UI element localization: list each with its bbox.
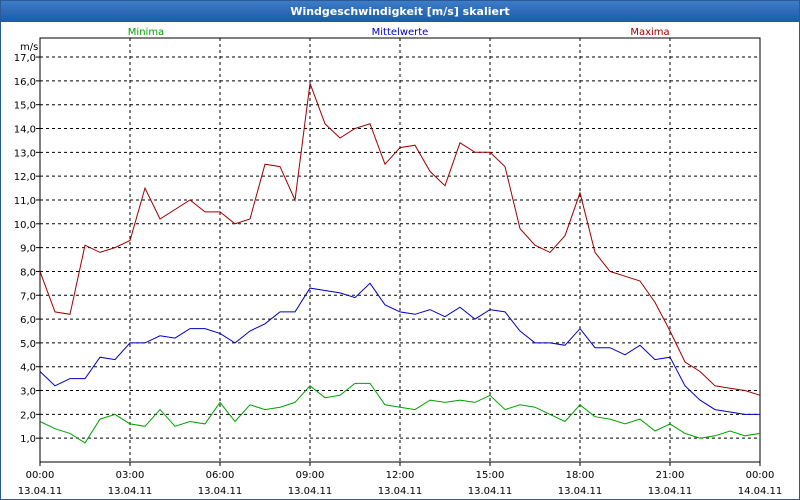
y-axis-ticks: 1,0 2,0 3,0 4,0 5,0 6,0 7,0 8,0 9,0 10,0 11,0 12,0 1…	[14, 53, 36, 445]
grid	[40, 38, 760, 462]
x-tick-date: 13.04.11	[468, 486, 513, 497]
y-tick-label: 3,0	[20, 387, 36, 398]
y-tick-label: 4,0	[20, 363, 36, 374]
y-tick-label: 16,0	[14, 77, 36, 88]
series-line-minima	[39, 382, 761, 444]
y-tick-label: 2,0	[20, 410, 36, 421]
y-tick-label: 17,0	[14, 53, 36, 64]
y-tick-label: 13,0	[14, 148, 36, 159]
x-tick-date: 13.04.11	[648, 486, 693, 497]
x-tick-date: 13.04.11	[18, 486, 63, 497]
x-tick-date: 13.04.11	[198, 486, 243, 497]
y-tick-label: 9,0	[20, 244, 36, 255]
plot-border	[39, 37, 761, 463]
legend-mittelwerte: Mittelwerte	[372, 27, 429, 38]
y-tick-label: 8,0	[20, 267, 36, 278]
y-tick-label: 10,0	[14, 220, 36, 231]
x-tick-date: 13.04.11	[378, 486, 423, 497]
x-tick-date: 14.04.11	[738, 486, 783, 497]
y-tick-label: 7,0	[20, 291, 36, 302]
y-axis-label: m/s	[20, 42, 38, 53]
x-tick-time: 00:00	[746, 470, 775, 481]
y-tick-label: 5,0	[20, 339, 36, 350]
legend-maxima: Maxima	[630, 27, 669, 38]
series-line-mittelwerte	[39, 282, 760, 415]
y-tick-label: 15,0	[14, 101, 36, 112]
x-axis-ticks: 00:00 13.04.11 03:00 13.04.11 06:00 13.04.11 0…	[18, 470, 783, 497]
y-tick-label: 12,0	[14, 172, 36, 183]
legend-minima: Minima	[128, 27, 164, 38]
y-tick-label: 1,0	[20, 434, 36, 445]
series-line-maxima	[39, 83, 761, 396]
x-tick-time: 18:00	[566, 470, 595, 481]
chart-title: Windgeschwindigkeit [m/s] skaliert	[1, 1, 799, 22]
y-tick-label: 6,0	[20, 315, 36, 326]
axes	[36, 37, 761, 466]
x-tick-date: 13.04.11	[108, 486, 153, 497]
y-tick-label: 11,0	[14, 196, 36, 207]
x-tick-date: 13.04.11	[558, 486, 603, 497]
x-tick-date: 13.04.11	[288, 486, 333, 497]
series-lines	[39, 83, 761, 444]
x-tick-time: 12:00	[386, 470, 415, 481]
x-tick-time: 00:00	[26, 470, 55, 481]
x-tick-time: 09:00	[296, 470, 325, 481]
x-tick-time: 21:00	[656, 470, 685, 481]
x-tick-time: 06:00	[206, 470, 235, 481]
x-tick-time: 03:00	[116, 470, 145, 481]
x-tick-time: 15:00	[476, 470, 505, 481]
y-tick-label: 14,0	[14, 125, 36, 136]
